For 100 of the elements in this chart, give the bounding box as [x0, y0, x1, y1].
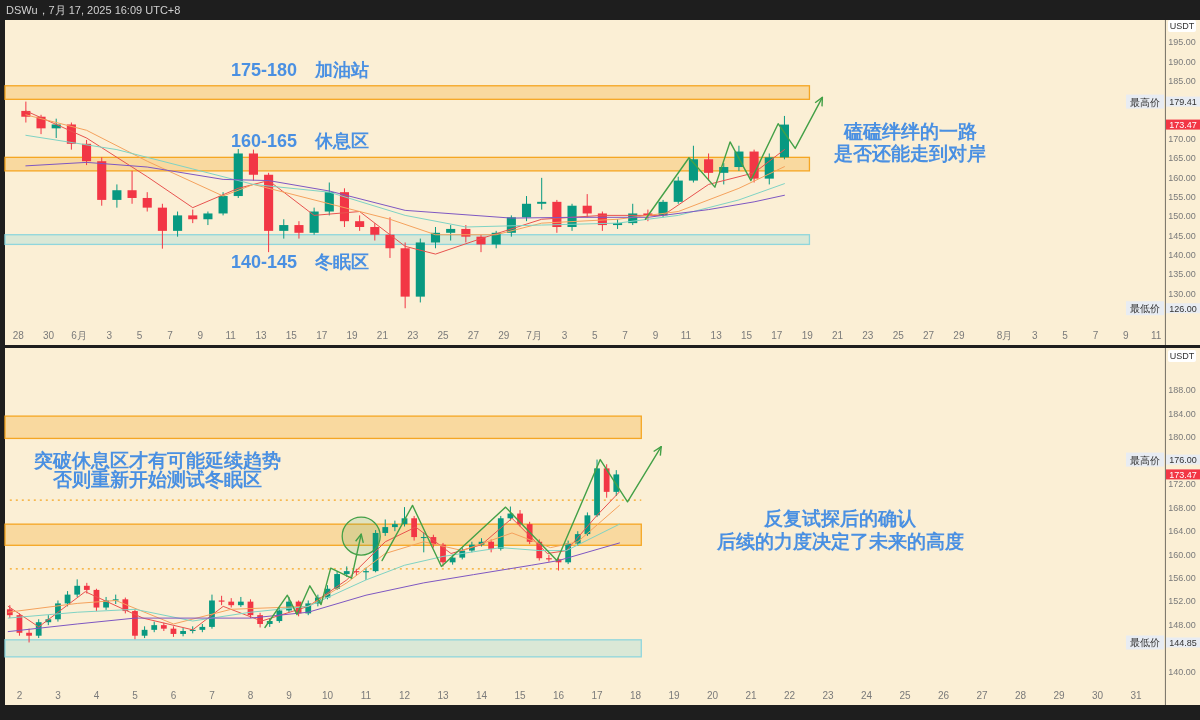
x-tick-label: 5: [136, 330, 143, 341]
y-tick-label: 172.00: [1168, 479, 1196, 490]
x-tick-label: 6月: [71, 330, 87, 341]
x-tick-label: 17: [771, 330, 783, 341]
y-tick-label: 179.41: [1169, 97, 1197, 108]
band-label: 160-165 休息区: [230, 131, 370, 152]
x-tick-label: 8月: [996, 330, 1013, 341]
x-tick-label: 27: [976, 690, 989, 701]
x-tick-label: 31: [1130, 690, 1143, 701]
x-tick-label: 19: [668, 690, 681, 701]
x-tick-label: 29: [498, 330, 510, 341]
annotation: 是否还能走到对岸: [833, 143, 986, 164]
y-tick-label: 135.00: [1168, 269, 1196, 280]
annotation: 后续的力度决定了未来的高度: [715, 531, 964, 552]
x-tick-label: 9: [652, 330, 659, 341]
x-tick-label: 19: [346, 330, 359, 341]
y-tick-label: 190.00: [1168, 56, 1196, 67]
x-tick-label: 17: [591, 690, 604, 701]
y-tick-label: 164.00: [1168, 526, 1196, 537]
y-tick-label: 160.00: [1168, 172, 1196, 183]
x-tick-label: 9: [286, 690, 293, 701]
y-tick-label: 185.00: [1168, 75, 1196, 86]
x-tick-label: 13: [255, 330, 268, 341]
y-tick-label: 176.00: [1169, 455, 1197, 466]
x-tick-label: 3: [106, 330, 113, 341]
y-tick-label: 173.47: [1169, 120, 1197, 131]
text: USDT: [1169, 351, 1195, 361]
x-tick-label: 9: [1123, 330, 1130, 341]
x-tick-label: 7: [167, 330, 174, 341]
x-tick-label: 15: [285, 330, 298, 341]
x-tick-label: 12: [398, 690, 411, 701]
y-tick-label: 145.00: [1168, 230, 1196, 241]
x-tick-label: 11: [360, 690, 372, 701]
x-tick-label: 10: [321, 690, 334, 701]
x-tick-label: 30: [43, 330, 55, 341]
annotation: 否则重新开始测试冬眠区: [51, 469, 262, 490]
x-tick-label: 26: [938, 690, 950, 701]
y-tick-label: 140.00: [1168, 250, 1196, 261]
y-tick-label: 168.00: [1168, 502, 1196, 513]
x-tick-label: 23: [407, 330, 419, 341]
x-tick-label: 5: [1062, 330, 1069, 341]
annotation: 反复试探后的确认: [763, 508, 917, 529]
y-tick-label: 173.47: [1169, 469, 1197, 480]
annotation: 最低价: [1130, 303, 1160, 315]
x-tick-label: 7: [1092, 330, 1099, 341]
chart-title: DSWu，7月 17, 2025 16:09 UTC+8: [6, 4, 181, 16]
x-tick-label: 7: [209, 690, 216, 701]
x-tick-label: 19: [801, 330, 814, 341]
x-tick-label: 28: [12, 330, 25, 341]
y-tick-label: 126.00: [1169, 303, 1197, 314]
y-tick-label: 165.00: [1168, 153, 1196, 164]
x-tick-label: 18: [629, 690, 642, 701]
x-tick-label: 25: [437, 330, 450, 341]
x-tick-label: 11: [1150, 330, 1162, 341]
annotation: 最高价: [1130, 454, 1160, 466]
annotation: 磕磕绊绊的一路: [842, 121, 977, 142]
x-tick-label: 22: [784, 690, 796, 701]
y-tick-label: 160.00: [1168, 549, 1196, 560]
x-tick-label: 21: [745, 690, 758, 701]
x-tick-label: 16: [552, 690, 565, 701]
x-tick-label: 11: [680, 330, 692, 341]
y-tick-label: 130.00: [1168, 288, 1196, 299]
y-tick-label: 156.00: [1168, 573, 1196, 583]
y-tick-label: 195.00: [1168, 37, 1196, 48]
x-tick-label: 8: [247, 690, 254, 701]
x-tick-label: 13: [437, 690, 450, 701]
y-tick-label: 152.00: [1168, 596, 1196, 607]
x-tick-label: 29: [1053, 690, 1066, 701]
x-tick-label: 7: [622, 330, 629, 341]
x-tick-label: 23: [822, 690, 835, 701]
y-tick-label: 144.85: [1169, 637, 1197, 648]
y-tick-label: 140.00: [1168, 666, 1196, 677]
x-tick-label: 15: [514, 690, 527, 701]
x-tick-label: 2: [16, 690, 23, 701]
x-tick-label: 17: [316, 330, 328, 341]
x-tick-label: 27: [923, 330, 935, 341]
x-tick-label: 15: [740, 330, 753, 341]
x-tick-label: 29: [953, 330, 965, 341]
x-tick-label: 3: [55, 690, 62, 701]
x-tick-label: 20: [706, 690, 719, 701]
y-tick-label: 148.00: [1168, 619, 1196, 630]
x-tick-label: 9: [197, 330, 204, 341]
x-tick-label: 6: [170, 690, 177, 701]
x-tick-label: 4: [93, 690, 100, 701]
x-tick-label: 5: [592, 330, 599, 341]
x-tick-label: 11: [225, 330, 237, 341]
annotation: 最高价: [1130, 96, 1160, 108]
x-tick-label: 13: [710, 330, 723, 341]
x-tick-label: 21: [831, 330, 844, 341]
y-tick-label: 184.00: [1168, 408, 1196, 419]
annotation: 突破休息区才有可能延续趋势: [32, 450, 281, 471]
x-tick-label: 25: [892, 330, 905, 341]
x-tick-label: 5: [132, 690, 139, 701]
x-tick-label: 21: [376, 330, 389, 341]
y-tick-label: 180.00: [1168, 432, 1196, 443]
x-tick-label: 7月: [526, 330, 542, 341]
y-tick-label: 155.00: [1168, 192, 1196, 203]
x-tick-label: 14: [475, 690, 488, 701]
band-label: 175-180 加油站: [230, 59, 370, 80]
x-tick-label: 24: [861, 690, 873, 701]
